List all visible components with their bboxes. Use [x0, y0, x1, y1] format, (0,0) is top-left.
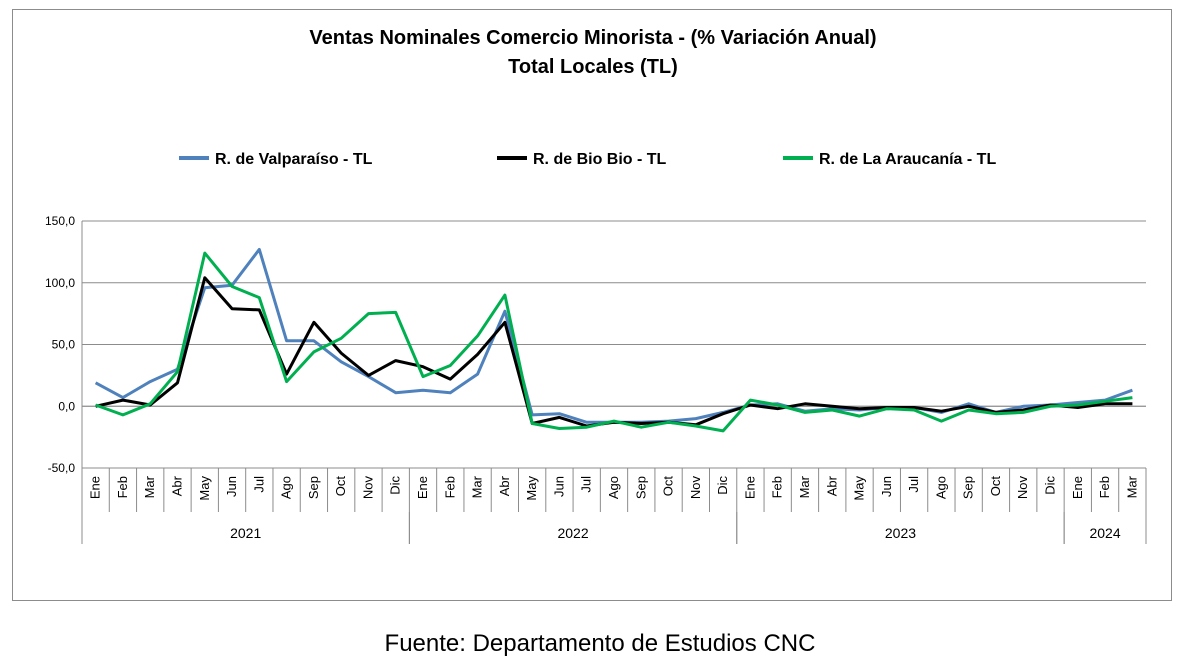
y-tick-label: 0,0: [58, 399, 75, 413]
x-tick-label: Abr: [497, 475, 512, 496]
x-tick-label: Jul: [906, 476, 921, 493]
x-tick-label: Jun: [879, 476, 894, 497]
y-tick-label: 150,0: [45, 214, 75, 228]
x-tick-label: Feb: [1097, 476, 1112, 498]
x-tick-label: Abr: [824, 475, 839, 496]
x-tick-label: Feb: [770, 476, 785, 498]
x-tick-label: Sep: [306, 476, 321, 499]
chart-canvas: 150,0 100,0 50,0 0,0 -50,0 Ene Feb Mar Abr May Jun…: [45, 151, 1147, 544]
chart-frame: Ventas Nominales Comercio Minorista - (%…: [12, 9, 1172, 601]
x-tick-label: Feb: [442, 476, 457, 498]
x-tick-label: Jun: [551, 476, 566, 497]
x-tick-label: Dic: [715, 476, 730, 495]
x-tick-label: Jul: [251, 476, 266, 493]
y-tick-label: 50,0: [52, 338, 76, 352]
x-tick-label: Abr: [169, 475, 184, 496]
x-tick-label: Oct: [661, 476, 676, 497]
x-tick-label: Dic: [388, 476, 403, 495]
x-tick-label: May: [524, 476, 539, 501]
year-label: 2024: [1089, 525, 1120, 541]
x-tick-label: Dic: [1043, 476, 1058, 495]
legend-label: R. de Valparaíso - TL: [215, 151, 373, 168]
chart-subtitle: Total Locales (TL): [508, 56, 678, 78]
x-tick-label: Mar: [1124, 475, 1139, 498]
x-tick-label: Oct: [333, 476, 348, 497]
x-tick-label: Mar: [470, 475, 485, 498]
x-tick-label: Ago: [933, 476, 948, 499]
y-tick-label: -50,0: [48, 461, 76, 475]
year-label: 2023: [885, 525, 916, 541]
x-tick-label: Sep: [961, 476, 976, 499]
x-tick-label: May: [852, 476, 867, 501]
x-tick-label: May: [197, 476, 212, 501]
source-note: Fuente: Departamento de Estudios CNC: [384, 630, 816, 657]
x-tick-label: Ene: [415, 476, 430, 499]
series-line: [94, 247, 1133, 424]
chart-title: Ventas Nominales Comercio Minorista - (%…: [309, 27, 877, 49]
x-tick-label: Sep: [633, 476, 648, 499]
year-label: 2021: [230, 525, 261, 541]
series-line: [95, 276, 1133, 428]
x-tick-label: Jun: [224, 476, 239, 497]
y-tick-label: 100,0: [45, 276, 75, 290]
x-tick-label: Ene: [1070, 476, 1085, 499]
x-tick-label: Nov: [688, 476, 703, 500]
series-line: [95, 251, 1133, 433]
x-tick-label: Nov: [1015, 476, 1030, 500]
x-tick-label: Ene: [742, 476, 757, 499]
x-tick-label: Ene: [88, 476, 103, 499]
x-tick-label: Mar: [142, 475, 157, 498]
year-label: 2022: [557, 525, 588, 541]
x-tick-label: Feb: [115, 476, 130, 498]
x-tick-label: Oct: [988, 476, 1003, 497]
legend-label: R. de La Araucanía - TL: [819, 151, 996, 168]
x-tick-label: Ago: [279, 476, 294, 499]
x-tick-label: Ago: [606, 476, 621, 499]
x-tick-label: Mar: [797, 475, 812, 498]
x-tick-label: Jul: [579, 476, 594, 493]
legend-label: R. de Bio Bio - TL: [533, 151, 667, 168]
x-tick-label: Nov: [360, 476, 375, 500]
